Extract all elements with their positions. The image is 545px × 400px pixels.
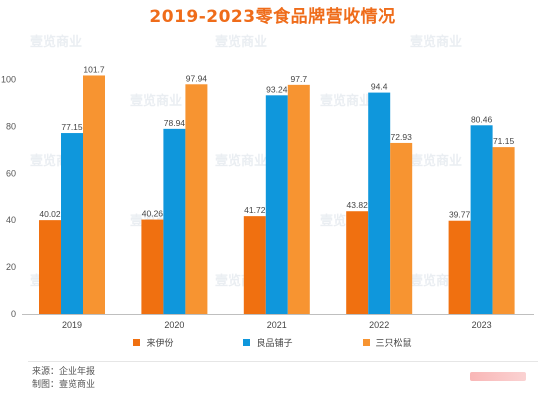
bar — [492, 147, 515, 314]
y-tick-label: 0 — [11, 309, 16, 319]
y-tick-label: 60 — [6, 168, 16, 178]
legend: 来伊份 良品铺子 三只松鼠 — [0, 336, 545, 349]
bar — [346, 211, 369, 314]
y-tick-label: 20 — [6, 262, 16, 272]
legend-swatch — [362, 339, 370, 346]
x-tick-label: 2021 — [267, 320, 287, 330]
data-label: 40.26 — [142, 209, 164, 219]
chart-title: 2019-2023零食品牌营收情况 — [149, 7, 396, 27]
bar — [39, 220, 61, 314]
x-tick-label: 2020 — [164, 320, 184, 330]
watermark-text: 壹览商业 — [215, 34, 267, 49]
watermark-text: 壹览商业 — [410, 153, 462, 168]
corner-logo-mark — [470, 372, 526, 381]
bars — [39, 75, 515, 315]
legend-swatch — [243, 339, 251, 346]
legend-swatch — [133, 339, 141, 346]
legend-item-sanzhisongshu: 三只松鼠 — [362, 336, 412, 349]
bar — [141, 219, 164, 314]
data-label: 94.4 — [371, 82, 388, 92]
bar — [368, 92, 391, 315]
data-label: 72.93 — [391, 132, 413, 142]
bar — [83, 75, 105, 314]
bar — [448, 220, 471, 314]
legend-item-laiyifen: 来伊份 — [133, 336, 173, 349]
legend-item-liangpin: 良品铺子 — [243, 336, 293, 349]
legend-label: 良品铺子 — [256, 339, 293, 349]
data-label: 97.94 — [186, 73, 208, 83]
footer: 来源：企业年报 制图：壹览商业 — [32, 366, 95, 392]
data-label: 41.72 — [244, 205, 266, 215]
x-tick-label: 2019 — [62, 320, 82, 330]
data-labels: 40.02 77.15 101.7 40.26 78.94 97.94 41.72 93.24… — [39, 64, 514, 219]
data-label: 71.15 — [493, 136, 515, 146]
bar — [243, 216, 266, 314]
bar — [470, 125, 493, 314]
legend-label: 来伊份 — [146, 339, 174, 349]
y-tick-label: 40 — [6, 215, 16, 225]
bar — [185, 84, 208, 314]
axes: 0 20 40 60 80 100 2019 2020 2021 2022 2023 — [1, 74, 534, 330]
watermark-text: 壹览商业 — [215, 153, 267, 168]
footer-divider — [28, 361, 538, 362]
bar — [265, 95, 288, 314]
chart-area: 壹览商业 壹览商业 壹览商业 壹览商业 壹览商业 壹览商业 壹览商业 壹览商业 壹览商业 壹览商业… — [1, 34, 534, 330]
data-label: 78.94 — [164, 118, 186, 128]
y-tick-label: 80 — [6, 121, 16, 131]
legend-label: 三只松鼠 — [375, 339, 412, 349]
x-tick-label: 2023 — [472, 320, 492, 330]
data-label: 77.15 — [61, 122, 83, 132]
credit-note: 制图：壹览商业 — [32, 380, 96, 390]
watermark-text: 壹览商业 — [320, 93, 372, 108]
bar — [390, 142, 413, 314]
data-label: 101.7 — [83, 64, 105, 74]
data-label: 80.46 — [471, 114, 493, 124]
bar — [287, 84, 310, 314]
x-tick-label: 2022 — [369, 320, 389, 330]
data-label: 39.77 — [449, 210, 471, 220]
watermark-text: 壹览商业 — [30, 34, 82, 49]
watermark-text: 壹览商业 — [410, 34, 462, 49]
data-label: 43.82 — [347, 200, 369, 210]
data-label: 97.7 — [291, 74, 308, 84]
source-note: 来源：企业年报 — [32, 367, 96, 377]
y-tick-label: 100 — [1, 74, 16, 84]
watermark-text: 壹览商业 — [130, 93, 182, 108]
bar — [61, 133, 83, 314]
data-label: 93.24 — [266, 84, 288, 94]
data-label: 40.02 — [39, 209, 61, 219]
bar — [163, 128, 186, 314]
